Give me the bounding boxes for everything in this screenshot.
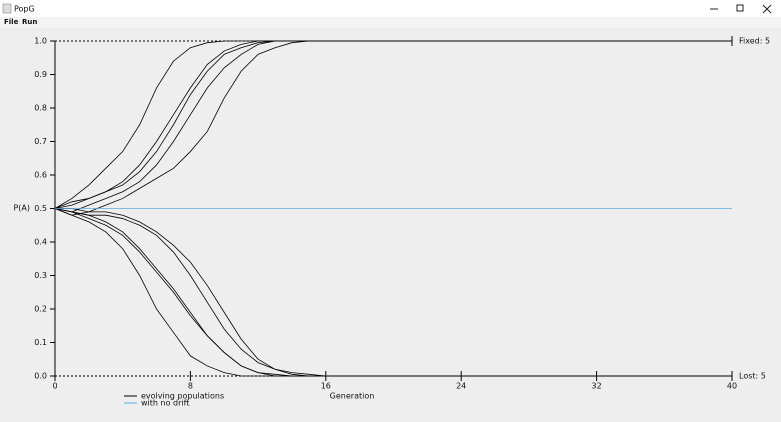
x-tick-label: 24	[456, 382, 466, 391]
y-tick-label: 0.4	[34, 238, 47, 247]
y-tick-label: 1.0	[34, 37, 47, 46]
restore-button[interactable]	[736, 4, 744, 12]
menu-item[interactable]: Run	[22, 18, 37, 26]
legend-label: with no drift	[141, 399, 189, 408]
population-line	[54, 40, 732, 216]
y-tick-label: 0.0	[34, 372, 47, 381]
y-tick-label: 0.7	[34, 137, 47, 146]
population-line	[54, 208, 732, 377]
population-line	[54, 40, 732, 213]
menu-bar	[0, 17, 781, 28]
population-line	[54, 208, 732, 377]
y-tick-label: 0.5	[34, 204, 47, 213]
y-tick-label: 0.9	[34, 70, 47, 79]
population-line	[54, 40, 732, 209]
x-tick-label: 16	[321, 382, 331, 391]
fixed-count: Fixed: 5	[739, 37, 770, 46]
population-line	[54, 208, 732, 377]
x-tick-label: 32	[592, 382, 602, 391]
app-icon	[2, 3, 12, 14]
population-line	[54, 208, 732, 377]
window-title: PopG	[14, 5, 35, 14]
x-axis-label: Generation	[330, 392, 375, 401]
population-line	[54, 40, 732, 209]
x-tick-label: 0	[52, 382, 57, 391]
y-tick-label: 0.8	[34, 104, 47, 113]
y-tick-label: 0.6	[34, 171, 47, 180]
population-line	[54, 40, 732, 209]
x-tick-label: 8	[188, 382, 193, 391]
y-tick-label: 0.2	[34, 305, 47, 314]
legend-label: evolving populations	[141, 392, 224, 401]
y-axis-label: P(A)	[13, 204, 30, 213]
population-line	[55, 208, 732, 377]
y-tick-label: 0.1	[34, 338, 47, 347]
title-bar	[0, 0, 781, 17]
y-tick-label: 0.3	[34, 271, 47, 280]
menu-item[interactable]: File	[4, 18, 19, 26]
close-button[interactable]	[762, 4, 772, 14]
lost-count: Lost: 5	[739, 372, 766, 381]
x-tick-label: 40	[727, 382, 737, 391]
